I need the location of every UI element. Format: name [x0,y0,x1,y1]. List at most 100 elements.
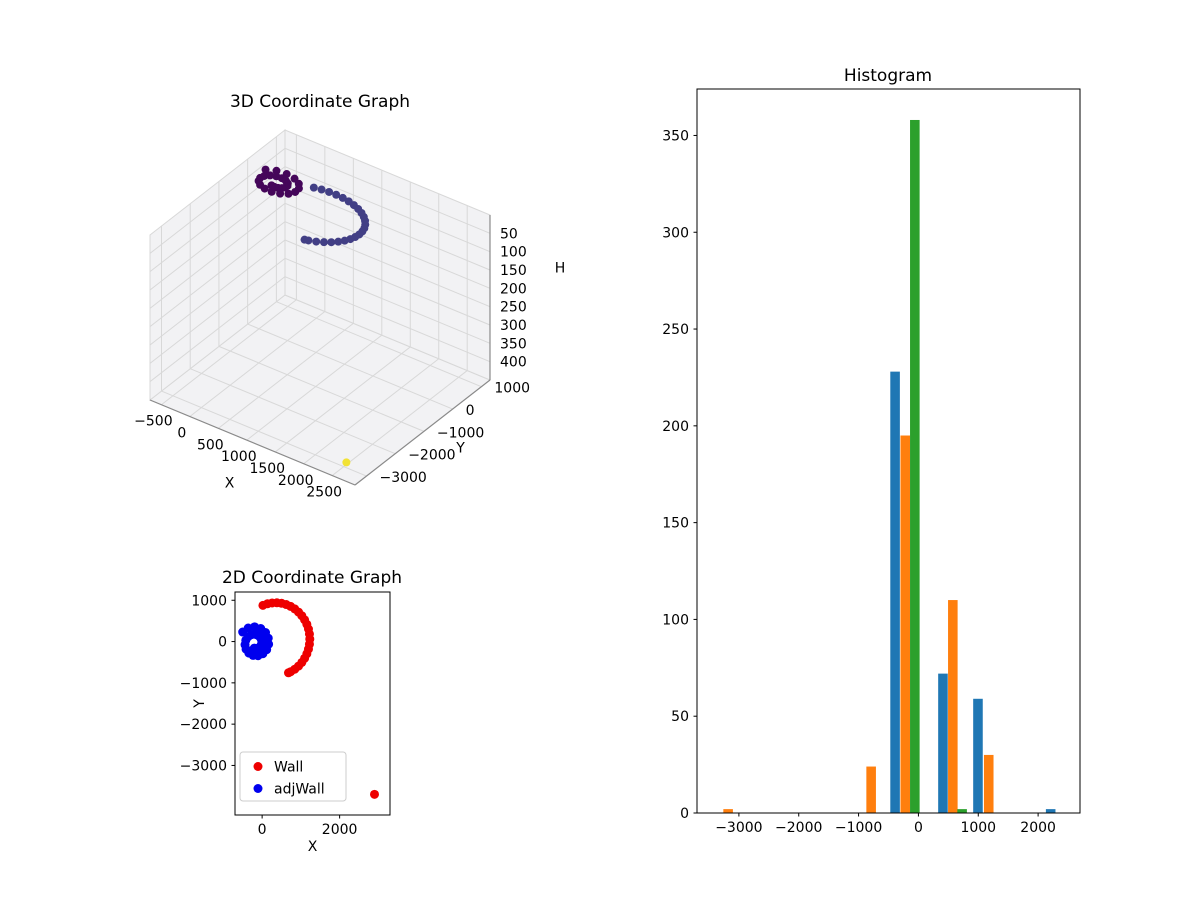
hist-bar [948,600,958,813]
scatter-point [312,237,321,246]
x-tick-label: 0 [258,822,267,838]
z-tick-label: 50 [500,226,518,242]
grid-line [161,299,297,406]
series-Wall [300,183,370,247]
z-tick-label: 400 [500,355,527,371]
grid-line [218,322,354,429]
axes-frame [696,88,1081,814]
y-tick-label: −1000 [437,425,484,441]
x-axis-label: X [308,839,318,855]
legend-box [239,751,347,802]
scatter-point [261,165,270,174]
plot2d-title: 2D Coordinate Graph [221,568,403,588]
scatter-point [283,668,293,678]
z-tick-label: 100 [500,245,527,261]
series-adjWall [238,622,274,661]
x-tick-label: 1500 [249,461,285,477]
grid-line [331,370,468,476]
hist-bar [973,698,983,813]
plot3d-title: 3D Coordinate Graph [229,92,411,112]
scatter-point [300,235,309,244]
grid-line [276,301,482,388]
scatter-point [317,185,326,194]
series-outlier [342,458,351,467]
grid-line [149,239,286,346]
legend-label: Wall [274,760,303,776]
x-tick-label: −500 [134,414,172,430]
grid-line [284,221,491,308]
scatter-point [338,193,347,202]
z-tick-label: 350 [500,336,527,352]
hist-series-3 [910,119,967,813]
grid-line [284,257,491,344]
plot-3d: −50005001000150020002500−3000−2000−10000… [134,128,566,501]
y-tick-label: 0 [466,403,475,419]
axes-frame [234,591,391,816]
hist-bar [938,673,948,813]
y-tick-label: 0 [680,806,689,822]
grid-line [189,311,326,417]
legend: Wall adjWall [239,751,347,802]
scatter-point [325,187,334,196]
y-tick-label: 250 [662,322,689,338]
x-tick-label: 1000 [221,449,257,465]
x-axis-label: X [225,476,235,492]
scatter-point [342,458,351,467]
y-tick-label: 150 [662,516,689,532]
series-adjWall [254,165,303,198]
scatter-point [327,238,336,247]
x-tick-label: 0 [177,426,186,442]
y-tick-label: −1000 [180,676,227,692]
y-tick-label: 50 [671,709,689,725]
grid-line [246,334,383,441]
grid-line [149,221,286,328]
legend-marker [253,784,263,793]
x-tick-label: −1000 [835,820,882,836]
y-axis-label: Y [455,441,465,457]
scatter-point [267,181,276,190]
x-tick-label: 0 [914,820,923,836]
hist-bar [723,809,733,813]
legend-marker [253,762,263,771]
z-tick-label: 200 [500,281,527,297]
hist-series-2 [723,435,994,813]
y-tick-label: 1000 [191,593,227,609]
scatter-point [291,187,300,196]
grid-line [149,184,286,291]
grid-line [354,379,491,486]
histogram-title: Histogram [843,66,933,86]
y-tick-label: −3000 [180,758,227,774]
hist-bar [983,754,994,813]
scatter-point [284,189,293,198]
z-tick-label: 250 [500,300,527,316]
y-axis-label: Y [192,699,208,709]
y-tick-label: −3000 [379,470,426,486]
z-axis-label: H [555,261,566,277]
grid-line [284,166,491,253]
hist-bar [866,766,876,813]
grid-line [284,147,491,234]
y-tick-label: 100 [662,612,689,628]
z-tick-label: 150 [500,263,527,279]
series-Wall [258,598,379,799]
hist-bar [910,119,920,813]
scatter-point [319,238,328,247]
x-tick-label: 2000 [278,473,314,489]
plot-2d: 0 2000 1000 0 −1000 −2000 −3000 X Y Wall adjWall [180,591,391,855]
scatter-point [340,236,349,245]
x-tick-label: 2000 [322,822,358,838]
scatter-point [334,237,343,246]
legend-label: adjWall [274,782,325,798]
hist-bar [1045,809,1056,813]
x-tick-label: 2000 [1020,820,1056,836]
grid-line [303,358,440,465]
grid-line [161,390,367,477]
hist-bar [890,371,900,813]
hist-bar [900,435,911,813]
y-tick-label: 1000 [494,381,530,397]
grid-line [149,276,286,383]
grid-line [284,202,491,289]
x-tick-label: −2000 [775,820,822,836]
grid-line [149,202,286,309]
y-tick-label: −2000 [180,717,227,733]
